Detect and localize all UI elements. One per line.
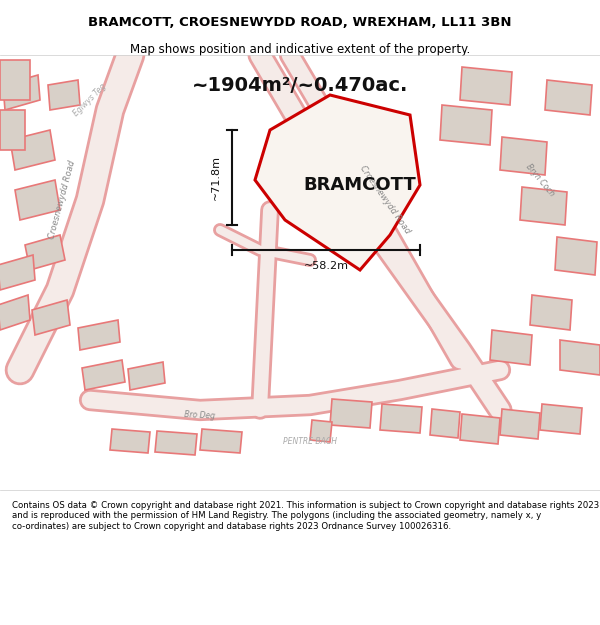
- Text: Map shows position and indicative extent of the property.: Map shows position and indicative extent…: [130, 43, 470, 56]
- Polygon shape: [500, 137, 547, 175]
- Polygon shape: [0, 295, 30, 330]
- Polygon shape: [555, 237, 597, 275]
- Text: Contains OS data © Crown copyright and database right 2021. This information is : Contains OS data © Crown copyright and d…: [12, 501, 599, 531]
- Polygon shape: [155, 431, 197, 455]
- Text: Bro Deg: Bro Deg: [184, 410, 215, 420]
- Polygon shape: [200, 429, 242, 453]
- Text: Croesnewydd Road: Croesnewydd Road: [358, 164, 412, 236]
- Text: Croesnewydd Road: Croesnewydd Road: [47, 159, 77, 241]
- Polygon shape: [530, 295, 572, 330]
- Polygon shape: [0, 110, 25, 150]
- Polygon shape: [460, 67, 512, 105]
- Polygon shape: [440, 105, 492, 145]
- Polygon shape: [10, 130, 55, 170]
- Polygon shape: [110, 429, 150, 453]
- Polygon shape: [128, 362, 165, 390]
- Polygon shape: [78, 320, 120, 350]
- Text: BRAMCOTT: BRAMCOTT: [304, 176, 416, 194]
- Polygon shape: [560, 340, 600, 375]
- Polygon shape: [540, 404, 582, 434]
- Text: ~58.2m: ~58.2m: [304, 261, 349, 271]
- Text: ~1904m²/~0.470ac.: ~1904m²/~0.470ac.: [192, 76, 408, 95]
- Polygon shape: [430, 409, 460, 438]
- Polygon shape: [48, 80, 80, 110]
- Polygon shape: [255, 95, 420, 270]
- Polygon shape: [545, 80, 592, 115]
- Text: BRAMCOTT, CROESNEWYDD ROAD, WREXHAM, LL11 3BN: BRAMCOTT, CROESNEWYDD ROAD, WREXHAM, LL1…: [88, 16, 512, 29]
- Polygon shape: [25, 235, 65, 270]
- Polygon shape: [490, 330, 532, 365]
- Text: Bryn Coch: Bryn Coch: [524, 162, 556, 198]
- Polygon shape: [380, 404, 422, 433]
- Polygon shape: [82, 360, 125, 390]
- Polygon shape: [32, 300, 70, 335]
- Polygon shape: [0, 60, 30, 100]
- Polygon shape: [3, 75, 40, 110]
- Polygon shape: [330, 399, 372, 428]
- Polygon shape: [520, 187, 567, 225]
- Text: ~71.8m: ~71.8m: [211, 155, 221, 200]
- Polygon shape: [460, 414, 500, 444]
- Polygon shape: [500, 409, 540, 439]
- Polygon shape: [0, 255, 35, 290]
- Polygon shape: [310, 420, 332, 442]
- Text: Eglwys Teg: Eglwys Teg: [72, 82, 108, 118]
- Polygon shape: [15, 180, 60, 220]
- Text: PENTRE BACH: PENTRE BACH: [283, 438, 337, 446]
